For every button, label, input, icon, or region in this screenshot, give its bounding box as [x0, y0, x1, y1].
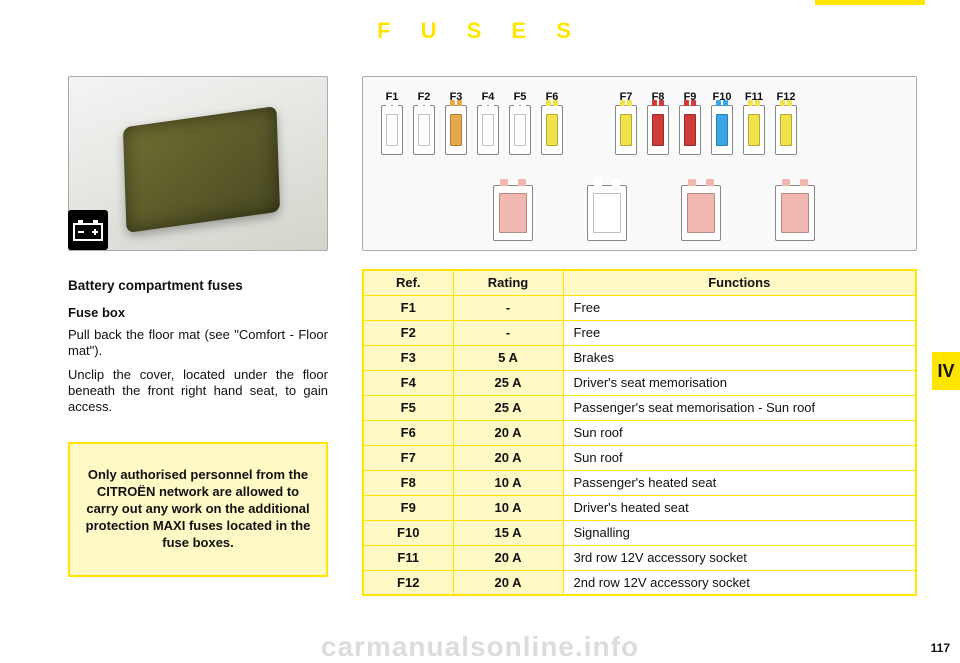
fuse-mini: F11 — [743, 91, 765, 155]
cell-function: Free — [563, 320, 916, 345]
cell-ref: F11 — [363, 545, 453, 570]
fuse-mini: F5 — [509, 91, 531, 155]
cell-rating: 20 A — [453, 420, 563, 445]
fuse-mini: F4 — [477, 91, 499, 155]
cell-ref: F7 — [363, 445, 453, 470]
table-row: F1220 A2nd row 12V accessory socket — [363, 570, 916, 595]
table-header-row: Ref. Rating Functions — [363, 270, 916, 295]
cell-ref: F9 — [363, 495, 453, 520]
warning-text: Only authorised personnel from the CITRO… — [84, 467, 312, 551]
left-para-2: Unclip the cover, located under the floo… — [68, 367, 328, 416]
fuse-mini: F3 — [445, 91, 467, 155]
fuse-mini-body — [381, 105, 403, 155]
th-ref: Ref. — [363, 270, 453, 295]
fuse-mini: F9 — [679, 91, 701, 155]
cell-function: Driver's seat memorisation — [563, 370, 916, 395]
page-number: 117 — [931, 641, 950, 655]
cell-ref: F1 — [363, 295, 453, 320]
fuse-box-shape — [123, 106, 280, 233]
cell-function: Passenger's seat memorisation - Sun roof — [563, 395, 916, 420]
fuse-mini: F7 — [615, 91, 637, 155]
fuse-mini-body — [615, 105, 637, 155]
cell-rating: 5 A — [453, 345, 563, 370]
cell-rating: 10 A — [453, 470, 563, 495]
table-row: F525 APassenger's seat memorisation - Su… — [363, 395, 916, 420]
th-functions: Functions — [563, 270, 916, 295]
fuse-mini-body — [445, 105, 467, 155]
fuse-mini-body — [509, 105, 531, 155]
cell-rating: 25 A — [453, 395, 563, 420]
section-tab: IV — [932, 352, 960, 390]
cell-function: Sun roof — [563, 420, 916, 445]
fuse-mini: F1 — [381, 91, 403, 155]
fuse-mini-body — [679, 105, 701, 155]
table-row: F1120 A3rd row 12V accessory socket — [363, 545, 916, 570]
table-row: F810 APassenger's heated seat — [363, 470, 916, 495]
table-row: F1-Free — [363, 295, 916, 320]
cell-rating: 25 A — [453, 370, 563, 395]
cell-function: 2nd row 12V accessory socket — [563, 570, 916, 595]
warning-box: Only authorised personnel from the CITRO… — [68, 442, 328, 577]
fuse-mini: F8 — [647, 91, 669, 155]
cell-rating: - — [453, 295, 563, 320]
cell-ref: F12 — [363, 570, 453, 595]
table-row: F2-Free — [363, 320, 916, 345]
left-para-1: Pull back the floor mat (see "Comfort - … — [68, 327, 328, 360]
left-subheading: Fuse box — [68, 305, 328, 321]
fuse-maxi — [493, 185, 533, 241]
cell-rating: 15 A — [453, 520, 563, 545]
page: F U S E S IV Battery compartment fuses F… — [0, 0, 960, 663]
watermark: carmanualsonline.info — [321, 631, 639, 663]
table-row: F620 ASun roof — [363, 420, 916, 445]
fuse-maxi — [681, 185, 721, 241]
cell-rating: 20 A — [453, 545, 563, 570]
table-row: F1015 ASignalling — [363, 520, 916, 545]
fuse-maxi — [775, 185, 815, 241]
cell-function: Signalling — [563, 520, 916, 545]
th-rating: Rating — [453, 270, 563, 295]
fuse-mini-body — [647, 105, 669, 155]
fuse-mini-body — [477, 105, 499, 155]
cell-function: Sun roof — [563, 445, 916, 470]
fuse-mini: F2 — [413, 91, 435, 155]
page-title: F U S E S — [0, 18, 960, 44]
cell-ref: F10 — [363, 520, 453, 545]
cell-function: 3rd row 12V accessory socket — [563, 545, 916, 570]
fuse-mini-body — [743, 105, 765, 155]
cell-rating: 10 A — [453, 495, 563, 520]
cell-rating: 20 A — [453, 570, 563, 595]
left-heading: Battery compartment fuses — [68, 278, 328, 295]
cell-ref: F6 — [363, 420, 453, 445]
cell-function: Brakes — [563, 345, 916, 370]
cell-function: Passenger's heated seat — [563, 470, 916, 495]
table-row: F425 ADriver's seat memorisation — [363, 370, 916, 395]
header-accent — [815, 0, 925, 5]
fuse-mini-body — [541, 105, 563, 155]
cell-function: Free — [563, 295, 916, 320]
left-text-block: Battery compartment fuses Fuse box Pull … — [68, 278, 328, 422]
cell-ref: F4 — [363, 370, 453, 395]
table-row: F720 ASun roof — [363, 445, 916, 470]
cell-function: Driver's heated seat — [563, 495, 916, 520]
cell-rating: - — [453, 320, 563, 345]
fuse-mini: F12 — [775, 91, 797, 155]
fuse-diagram: F1F2F3F4F5F6 F7F8F9 F10 F11 F12 — [362, 76, 917, 251]
cell-ref: F5 — [363, 395, 453, 420]
battery-icon — [68, 210, 108, 250]
fuse-mini-body — [413, 105, 435, 155]
cell-ref: F2 — [363, 320, 453, 345]
cell-ref: F3 — [363, 345, 453, 370]
fuse-mini-body — [775, 105, 797, 155]
fuse-maxi — [587, 185, 627, 241]
cell-ref: F8 — [363, 470, 453, 495]
fuse-mini: F6 — [541, 91, 563, 155]
fuse-mini: F10 — [711, 91, 733, 155]
fuse-mini-body — [711, 105, 733, 155]
cell-rating: 20 A — [453, 445, 563, 470]
table-row: F35 ABrakes — [363, 345, 916, 370]
fuse-table: Ref. Rating Functions F1-FreeF2-FreeF35 … — [362, 269, 917, 596]
table-row: F910 ADriver's heated seat — [363, 495, 916, 520]
